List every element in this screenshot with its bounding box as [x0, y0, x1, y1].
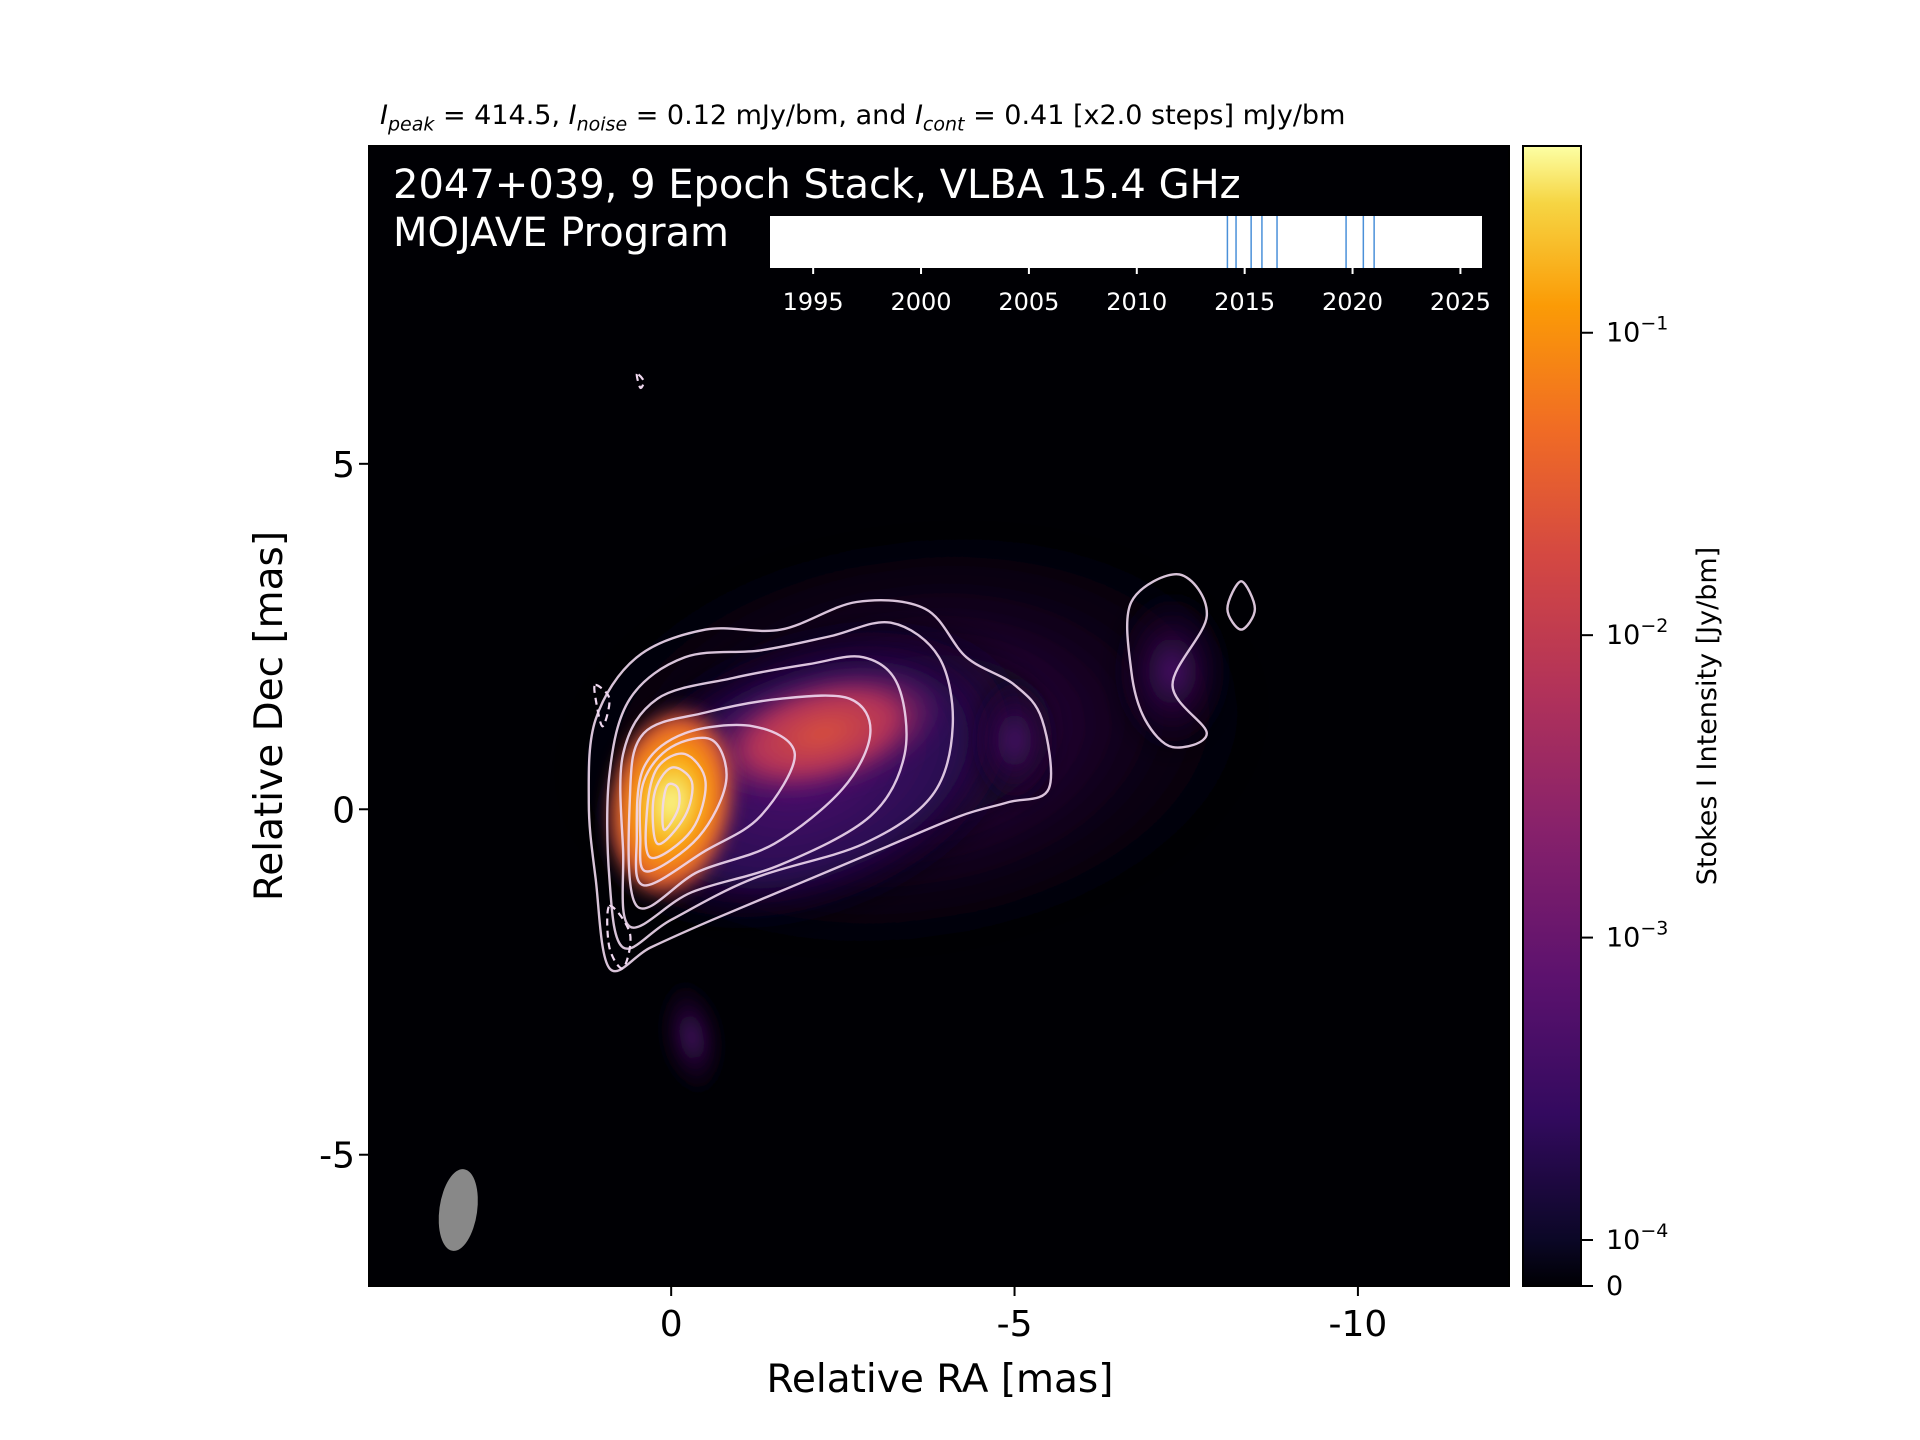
- timeline-ticks: 1995 2000 2005 2010 2015 2020 2025: [783, 262, 1491, 316]
- contour-line: [651, 766, 694, 846]
- contour-line: [587, 598, 1053, 973]
- x-tick-label: -5: [997, 1304, 1033, 1345]
- contour-line: [606, 620, 955, 950]
- negative-contour-line: [593, 683, 611, 728]
- x-axis-label: Relative RA [mas]: [767, 1357, 1114, 1402]
- outer-component: [1103, 574, 1242, 768]
- contour-line: [644, 752, 707, 860]
- epoch-lines: [1226, 216, 1375, 268]
- contour-line: [619, 655, 908, 929]
- plot-title: Ipeak = 414.5, Inoise = 0.12 mJy/bm, and…: [380, 100, 1346, 136]
- epoch-timeline: 1995 2000 2005 2010 2015 2020 2025: [770, 216, 1491, 316]
- image-frame: [368, 145, 1510, 1287]
- y-tick-label: 0: [332, 790, 355, 831]
- timeline-tick-label: 2015: [1214, 288, 1275, 316]
- colorbar: [1522, 145, 1582, 1287]
- contour-line: [638, 736, 728, 873]
- timeline-tick-label: 2000: [890, 288, 951, 316]
- program-name: MOJAVE Program: [393, 210, 729, 256]
- contour-line: [634, 723, 797, 887]
- colorbar-tick-label: 10−3: [1606, 918, 1668, 954]
- colorbar-label: Stokes I Intensity [Jy/bm]: [1692, 547, 1723, 885]
- contour-line: [627, 694, 872, 910]
- colorbar-ticks: 10−1 10−2 10−3 10−4 0: [1581, 313, 1668, 1302]
- contour-line: [1226, 580, 1257, 631]
- source-title: 2047+039, 9 Epoch Stack, VLBA 15.4 GHz: [393, 162, 1241, 208]
- timeline-tick-label: 1995: [783, 288, 844, 316]
- timeline-tick-label: 2025: [1430, 288, 1491, 316]
- epoch-timeline-box: [770, 216, 1482, 268]
- contour-layer: [587, 372, 1257, 973]
- y-tick-label: -5: [319, 1136, 355, 1177]
- x-tick-label: -10: [1329, 1304, 1388, 1345]
- jet-emission: [695, 664, 950, 802]
- y-axis: 5 0 -5: [319, 445, 369, 1177]
- sidelobe: [655, 969, 728, 1106]
- x-tick-label: 0: [660, 1304, 683, 1345]
- beam-ellipse: [438, 1169, 478, 1251]
- colorbar-tick-label: 10−4: [1606, 1220, 1668, 1256]
- x-axis: 0 -5 -10: [660, 1286, 1388, 1345]
- timeline-tick-label: 2020: [1322, 288, 1383, 316]
- colorbar-tick-label: 10−1: [1606, 313, 1668, 349]
- emission-layer: [502, 488, 1322, 1106]
- colorbar-tick-label: 0: [1606, 1271, 1623, 1302]
- y-tick-label: 5: [332, 445, 355, 486]
- y-axis-label: Relative Dec [mas]: [247, 531, 292, 901]
- negative-contour-line: [635, 372, 645, 390]
- image-panel: [369, 146, 1509, 1286]
- knot-component: [966, 664, 1063, 816]
- timeline-tick-label: 2010: [1106, 288, 1167, 316]
- negative-contour-line: [606, 904, 632, 970]
- contour-line: [1126, 573, 1209, 749]
- colorbar-tick-label: 10−2: [1606, 615, 1668, 651]
- contour-line: [661, 782, 681, 832]
- timeline-tick-label: 2005: [998, 288, 1059, 316]
